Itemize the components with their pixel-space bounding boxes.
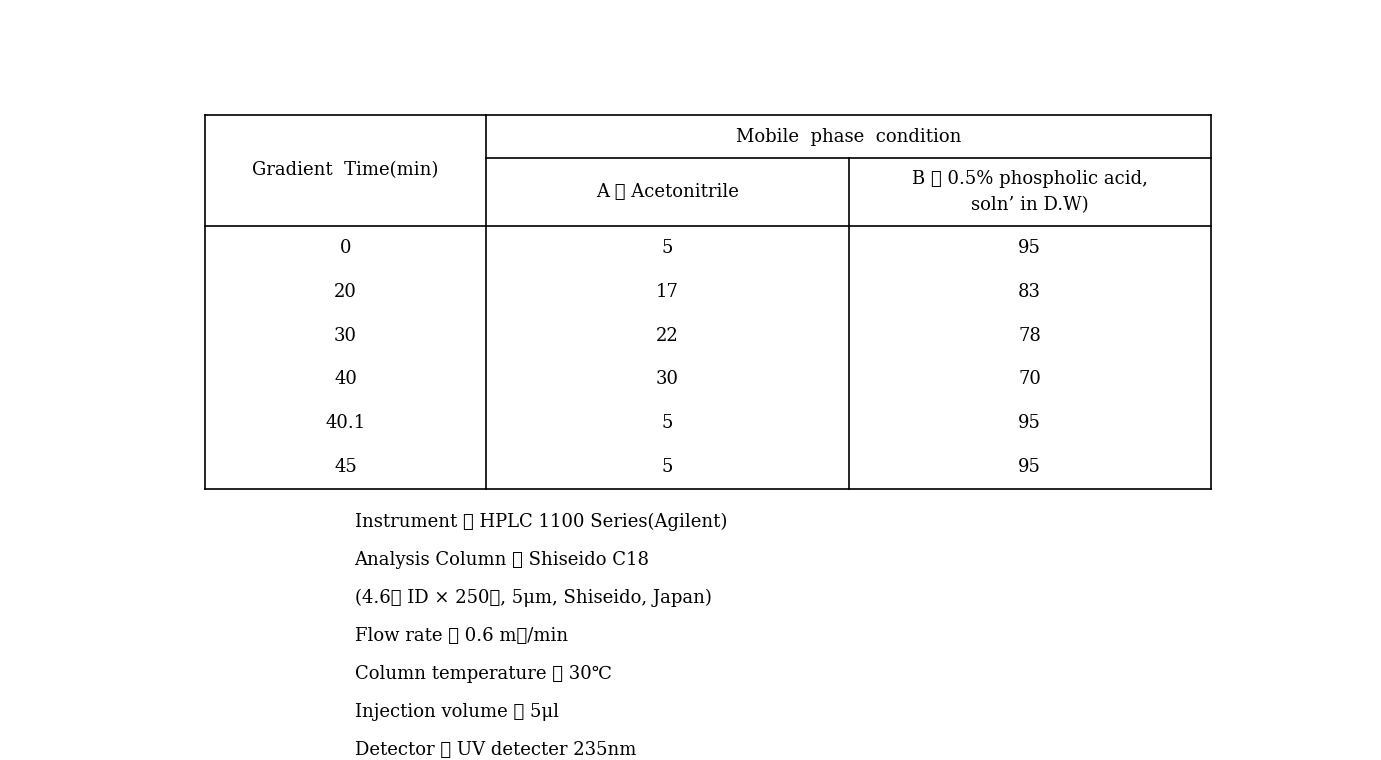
Text: 22: 22 (656, 327, 679, 344)
Text: 17: 17 (656, 283, 679, 301)
Text: 5: 5 (661, 458, 673, 477)
Text: Instrument ： HPLC 1100 Series(Agilent): Instrument ： HPLC 1100 Series(Agilent) (355, 512, 726, 530)
Text: 83: 83 (1018, 283, 1041, 301)
Text: 30: 30 (334, 327, 358, 344)
Text: A ： Acetonitrile: A ： Acetonitrile (597, 183, 739, 201)
Text: 20: 20 (334, 283, 358, 301)
Text: (4.6㎜ ID × 250㎜, 5μm, Shiseido, Japan): (4.6㎜ ID × 250㎜, 5μm, Shiseido, Japan) (355, 588, 711, 607)
Text: 95: 95 (1018, 239, 1041, 257)
Text: 0: 0 (340, 239, 351, 257)
Text: Gradient  Time(min): Gradient Time(min) (253, 161, 439, 179)
Text: Column temperature ： 30℃: Column temperature ： 30℃ (355, 665, 612, 682)
Text: 45: 45 (334, 458, 356, 477)
Text: B ： 0.5% phospholic acid,
soln’ in D.W): B ： 0.5% phospholic acid, soln’ in D.W) (911, 170, 1148, 214)
Text: 5: 5 (661, 239, 673, 257)
Text: 40: 40 (334, 370, 358, 388)
Text: 78: 78 (1018, 327, 1041, 344)
Text: 95: 95 (1018, 458, 1041, 477)
Text: 30: 30 (656, 370, 679, 388)
Text: Injection volume ： 5μl: Injection volume ： 5μl (355, 703, 558, 720)
Text: 95: 95 (1018, 414, 1041, 432)
Text: Mobile  phase  condition: Mobile phase condition (736, 128, 961, 146)
Text: 40.1: 40.1 (326, 414, 366, 432)
Text: 5: 5 (661, 414, 673, 432)
Text: Flow rate ： 0.6 mℓ/min: Flow rate ： 0.6 mℓ/min (355, 627, 568, 644)
Text: Detector ： UV detecter 235nm: Detector ： UV detecter 235nm (355, 741, 635, 758)
Text: Analysis Column ： Shiseido C18: Analysis Column ： Shiseido C18 (355, 550, 649, 568)
Text: 70: 70 (1018, 370, 1041, 388)
